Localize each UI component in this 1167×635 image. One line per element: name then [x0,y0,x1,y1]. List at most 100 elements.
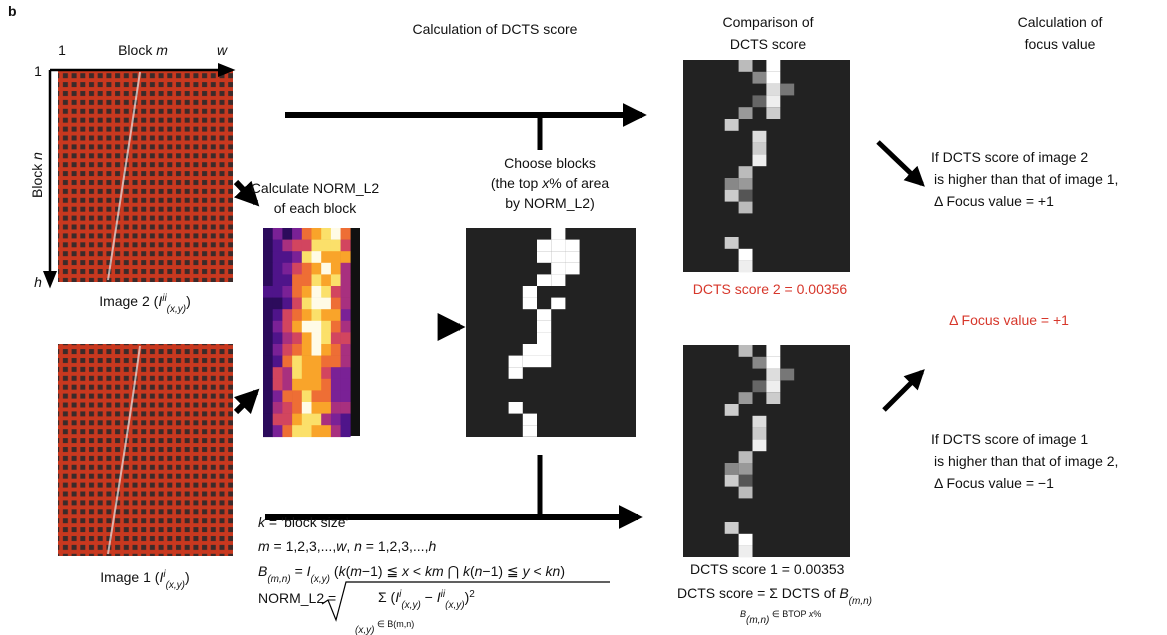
text-segment: = 1,2,3,..., [270,538,337,554]
heatmap-cell [312,263,322,275]
heatmap-cell [273,263,283,275]
heatmap-cell [292,367,302,379]
text-segment: Block [29,160,45,198]
heatmap-cell [263,390,273,402]
formula-sub: (x,y) ∈ B(m,n) [355,619,414,635]
axis-label: 1 [34,63,42,79]
heatmap-cell [321,286,331,298]
heatmap-cell [321,309,331,321]
selected-block [537,356,551,368]
text-segment: km [425,563,444,579]
header: Comparison of [722,14,813,30]
heatmap-cell [263,344,273,356]
heatmap-cell [321,240,331,252]
text-segment: n [475,563,483,579]
heatmap-cell [292,240,302,252]
dcts-block [753,72,767,84]
step-title: of each block [274,200,357,216]
text-segment: m [156,42,168,58]
heatmap-cell [302,228,312,240]
heatmap-cell [302,298,312,310]
step-title: (the top x% of area [491,175,610,191]
dcts-block [739,178,753,190]
selected-block [537,251,551,263]
heatmap-cell [341,228,351,240]
heatmap-cell [282,332,292,344]
heatmap-cell [302,251,312,263]
text-segment: Block [118,42,156,58]
heatmap-cell [282,240,292,252]
text-segment: h [428,538,436,554]
heatmap-cell [302,356,312,368]
dcts-block [739,475,753,487]
selected-block [551,263,565,275]
heatmap-cell [263,379,273,391]
selected-block [565,240,579,252]
dcts-block [753,131,767,143]
axis-label: h [34,274,42,290]
dcts-block [739,107,753,119]
header: Calculation of DCTS score [413,21,578,37]
heatmap-cell [331,263,341,275]
heatmap-cell [321,390,331,402]
heatmap-cell [302,274,312,286]
selected-block [523,414,537,426]
axis-label: Block m [118,42,168,58]
heatmap-cell [341,298,351,310]
dcts-block [780,369,794,381]
heatmap-cell [282,263,292,275]
heatmap-cell [312,425,322,437]
selected-block [551,228,565,240]
dcts-block [725,475,739,487]
heatmap-cell [331,344,341,356]
heatmap-cell [292,263,302,275]
heatmap-cell [312,379,322,391]
heatmap-cell [331,402,341,414]
heatmap-cell [282,379,292,391]
image-2 [58,70,233,282]
heatmap-cell [331,332,341,344]
dcts-block [725,119,739,131]
heatmap-cell [282,367,292,379]
dcts-block [753,428,767,440]
text-segment: ii [441,589,446,600]
heatmap-cell [273,367,283,379]
dcts-block [725,522,739,534]
text-segment: Choose blocks [504,155,596,171]
heatmap-cell [282,414,292,426]
heatmap-cell [273,298,283,310]
text-segment: (the top [491,175,542,191]
heatmap-cell [273,414,283,426]
dcts-block [753,380,767,392]
heatmap-cell [292,356,302,368]
heatmap-cell [282,298,292,310]
image-1 [58,344,233,556]
text-segment: B [258,563,267,579]
heatmap-cell [312,367,322,379]
heatmap-cell [302,332,312,344]
selected-block [565,263,579,275]
heatmap-cell [263,298,273,310]
heatmap-cell [273,309,283,321]
text-segment: i [163,569,166,580]
text-segment: m [350,563,362,579]
text-segment: ) [186,293,191,309]
dcts-block [753,154,767,166]
heatmap-cell [331,367,341,379]
text-segment: ∈ B(m,n) [374,619,414,629]
heatmap-cell [341,240,351,252]
heatmap-cell [292,321,302,333]
heatmap-cell [282,228,292,240]
heatmap-cell [341,274,351,286]
heatmap-cell [263,251,273,263]
text-segment: (x,y) [355,625,374,635]
formula: B(m,n) = I(x,y) (k(m−1) ≦ x < km ⋂ k(n−1… [258,563,565,585]
heatmap-cell [312,332,322,344]
heatmap-cell [292,228,302,240]
text-segment: = 1,2,3,..., [362,538,429,554]
selected-block [551,298,565,310]
heatmap-cell [282,390,292,402]
heatmap-cell [273,228,283,240]
selected-block [523,298,537,310]
dcts-block [739,249,753,261]
